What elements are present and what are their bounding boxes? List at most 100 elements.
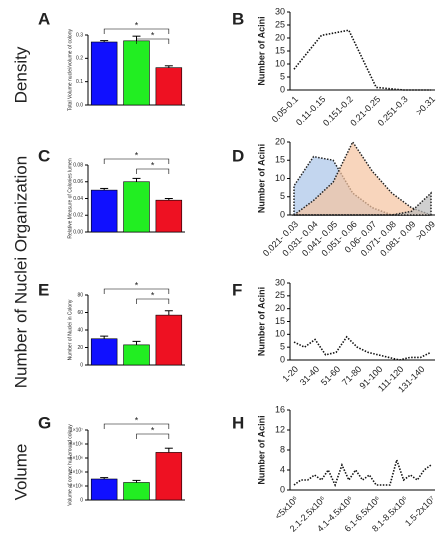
y-axis-label: Number of Acini (256, 415, 266, 484)
y-tick-label: 0 (280, 354, 285, 364)
y-axis-label: Number of Acini (256, 16, 266, 85)
y-tick-label: 30 (275, 6, 285, 16)
bar (123, 40, 150, 106)
x-tick-label: 0.251-0.3 (376, 94, 410, 128)
y-tick-label: 0.2 (76, 56, 83, 62)
y-tick-label: 10 (275, 58, 285, 68)
bar (155, 199, 183, 233)
y-tick-label: 5 (280, 191, 285, 201)
bar (90, 41, 118, 106)
bar (155, 452, 183, 501)
panel-letter: H (232, 413, 244, 432)
significance-bracket (103, 288, 170, 294)
y-axis-label: Total Volume nuclei/volume of colony (67, 29, 73, 111)
y-tick-label: 40 (77, 327, 83, 333)
panel-letter: B (232, 9, 244, 28)
row-label: Density (11, 46, 30, 103)
panel-letter: E (38, 280, 49, 299)
y-tick-label: 0.1 (76, 79, 83, 85)
y-tick-label: 0 (280, 84, 285, 94)
y-axis-label: Volume of convex hull around colony (67, 424, 73, 506)
y-axis-label: Number of Acini (256, 287, 266, 356)
y-tick-label: 8 (280, 444, 285, 454)
significance-bracket (136, 433, 170, 439)
y-tick-label: 80 (77, 292, 83, 298)
y-tick-label: 0.3 (76, 32, 83, 38)
y-tick-label: 0 (80, 362, 83, 368)
significance-star: * (151, 160, 155, 170)
significance-bracket (136, 298, 170, 304)
y-tick-label: 20 (275, 136, 285, 146)
x-tick-label: 31-40 (298, 364, 321, 387)
significance-bracket (136, 168, 170, 174)
panel-letter: F (232, 280, 242, 299)
line (293, 457, 432, 488)
bar (123, 482, 150, 501)
y-axis-label: Relative Measure of Colonies lumen (67, 158, 73, 239)
y-tick-label: 5 (280, 342, 285, 352)
x-tick-label: 51-60 (319, 364, 342, 387)
area (294, 191, 432, 216)
y-tick-label: 15 (275, 155, 285, 165)
significance-star: * (135, 150, 139, 160)
y-tick-label: 0 (280, 209, 285, 219)
panel-letter: G (38, 413, 51, 432)
row-label: Volume (11, 444, 30, 501)
y-tick-label: 5 (280, 71, 285, 81)
y-tick-label: 6×10⁶ (70, 455, 83, 461)
y-tick-label: 0 (80, 497, 83, 503)
y-tick-label: 16 (275, 404, 285, 414)
y-tick-label: 15 (275, 316, 285, 326)
x-tick-label: 1.5-2x10⁷ (403, 494, 437, 528)
y-tick-label: 4×10⁶ (70, 469, 83, 475)
significance-star: * (151, 30, 155, 40)
y-tick-label: 0.06 (73, 179, 83, 185)
y-tick-label: 2×10⁶ (70, 483, 83, 489)
bar (123, 344, 150, 366)
bar (155, 314, 183, 366)
y-tick-label: 25 (275, 290, 285, 300)
significance-bracket (103, 423, 170, 429)
significance-star: * (151, 290, 155, 300)
y-axis-label: Number of Nuclei in Colony (67, 299, 73, 360)
line (293, 29, 431, 91)
y-tick-label: 10 (275, 173, 285, 183)
y-tick-label: 15 (275, 45, 285, 55)
y-tick-label: 12 (275, 424, 285, 434)
y-tick-label: 0.08 (73, 162, 83, 168)
bar (155, 67, 183, 106)
bar (123, 181, 150, 233)
y-axis-label: Number of Acini (256, 144, 266, 213)
significance-bracket (103, 158, 170, 164)
y-tick-label: 0.00 (73, 229, 83, 235)
bar (90, 478, 118, 501)
panel-letter: C (38, 146, 50, 165)
line (293, 335, 432, 361)
y-tick-label: 60 (77, 310, 83, 316)
y-tick-label: 20 (275, 303, 285, 313)
y-tick-label: 30 (275, 277, 285, 287)
y-tick-label: 0.04 (73, 196, 83, 202)
significance-bracket (103, 28, 170, 34)
bar (90, 338, 118, 366)
y-tick-label: 0 (280, 484, 285, 494)
y-tick-label: 20 (275, 32, 285, 42)
x-tick-label: >0.31 (414, 94, 437, 117)
y-tick-label: 0.0 (76, 102, 83, 108)
significance-star: * (135, 415, 139, 425)
x-tick-label: >0.09 (414, 219, 437, 242)
y-tick-label: 8×10⁶ (70, 441, 83, 447)
y-tick-label: 4 (280, 464, 285, 474)
significance-star: * (135, 20, 139, 30)
y-tick-label: 20 (77, 345, 83, 351)
bar (90, 189, 118, 233)
y-tick-label: 0.02 (73, 213, 83, 219)
y-tick-label: 25 (275, 19, 285, 29)
y-tick-label: 10 (275, 329, 285, 339)
row-label: Number of Nuclei Organization (11, 156, 30, 388)
significance-star: * (151, 425, 155, 435)
panel-letter: D (232, 146, 244, 165)
significance-star: * (135, 280, 139, 290)
panel-letter: A (38, 9, 50, 28)
